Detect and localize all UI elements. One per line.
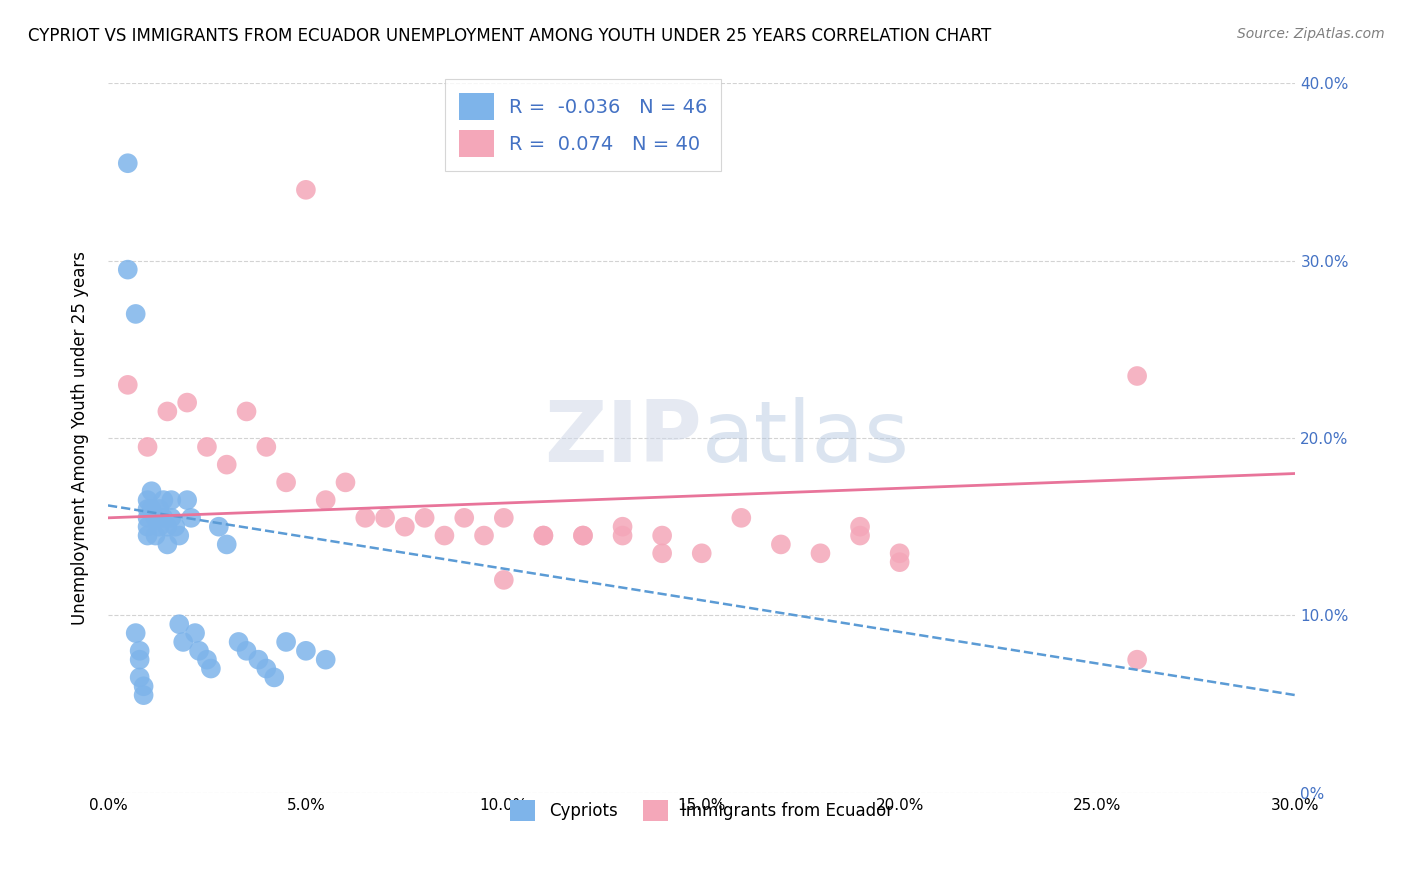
Point <box>117 156 139 170</box>
Point <box>235 644 257 658</box>
Point <box>453 511 475 525</box>
Text: Source: ZipAtlas.com: Source: ZipAtlas.com <box>1237 27 1385 41</box>
Point <box>472 528 495 542</box>
Point <box>651 528 673 542</box>
Point <box>612 528 634 542</box>
Point <box>148 519 170 533</box>
Point <box>228 635 250 649</box>
Point <box>128 670 150 684</box>
Point <box>160 493 183 508</box>
Point <box>315 653 337 667</box>
Point <box>136 519 159 533</box>
Point <box>145 528 167 542</box>
Point <box>374 511 396 525</box>
Point <box>141 502 163 516</box>
Point <box>354 511 377 525</box>
Point <box>849 528 872 542</box>
Point <box>247 653 270 667</box>
Point <box>141 484 163 499</box>
Point <box>572 528 595 542</box>
Point <box>889 555 911 569</box>
Point <box>394 519 416 533</box>
Point <box>180 511 202 525</box>
Point <box>176 493 198 508</box>
Point <box>295 183 318 197</box>
Text: atlas: atlas <box>702 397 910 480</box>
Point <box>160 511 183 525</box>
Point <box>136 528 159 542</box>
Point <box>215 537 238 551</box>
Point <box>167 528 190 542</box>
Point <box>184 626 207 640</box>
Point <box>195 653 218 667</box>
Point <box>769 537 792 551</box>
Point <box>274 635 297 649</box>
Point <box>531 528 554 542</box>
Point <box>136 493 159 508</box>
Point <box>215 458 238 472</box>
Point <box>1126 369 1149 384</box>
Point <box>413 511 436 525</box>
Point <box>132 688 155 702</box>
Point <box>172 635 194 649</box>
Point <box>810 546 832 560</box>
Y-axis label: Unemployment Among Youth under 25 years: Unemployment Among Youth under 25 years <box>72 251 89 625</box>
Point <box>152 493 174 508</box>
Point <box>492 511 515 525</box>
Point <box>145 511 167 525</box>
Point <box>200 661 222 675</box>
Point <box>132 679 155 693</box>
Point <box>136 502 159 516</box>
Point <box>531 528 554 542</box>
Point <box>148 502 170 516</box>
Point <box>690 546 713 560</box>
Point <box>274 475 297 490</box>
Point <box>167 617 190 632</box>
Point <box>125 626 148 640</box>
Point <box>188 644 211 658</box>
Point <box>117 377 139 392</box>
Point <box>1126 653 1149 667</box>
Point <box>128 644 150 658</box>
Point <box>156 404 179 418</box>
Point <box>136 511 159 525</box>
Point <box>165 519 187 533</box>
Point <box>117 262 139 277</box>
Point <box>315 493 337 508</box>
Point <box>254 440 277 454</box>
Point <box>136 440 159 454</box>
Point <box>612 519 634 533</box>
Point <box>492 573 515 587</box>
Point <box>235 404 257 418</box>
Point <box>152 511 174 525</box>
Legend: Cypriots, Immigrants from Ecuador: Cypriots, Immigrants from Ecuador <box>498 787 907 834</box>
Point <box>128 653 150 667</box>
Point <box>651 546 673 560</box>
Point <box>156 519 179 533</box>
Point <box>263 670 285 684</box>
Point <box>335 475 357 490</box>
Point <box>195 440 218 454</box>
Point <box>849 519 872 533</box>
Point <box>156 537 179 551</box>
Point <box>572 528 595 542</box>
Point <box>295 644 318 658</box>
Point <box>889 546 911 560</box>
Point <box>433 528 456 542</box>
Point <box>125 307 148 321</box>
Text: CYPRIOT VS IMMIGRANTS FROM ECUADOR UNEMPLOYMENT AMONG YOUTH UNDER 25 YEARS CORRE: CYPRIOT VS IMMIGRANTS FROM ECUADOR UNEMP… <box>28 27 991 45</box>
Point <box>176 395 198 409</box>
Point <box>254 661 277 675</box>
Point <box>208 519 231 533</box>
Point <box>730 511 752 525</box>
Text: ZIP: ZIP <box>544 397 702 480</box>
Point <box>1403 670 1406 684</box>
